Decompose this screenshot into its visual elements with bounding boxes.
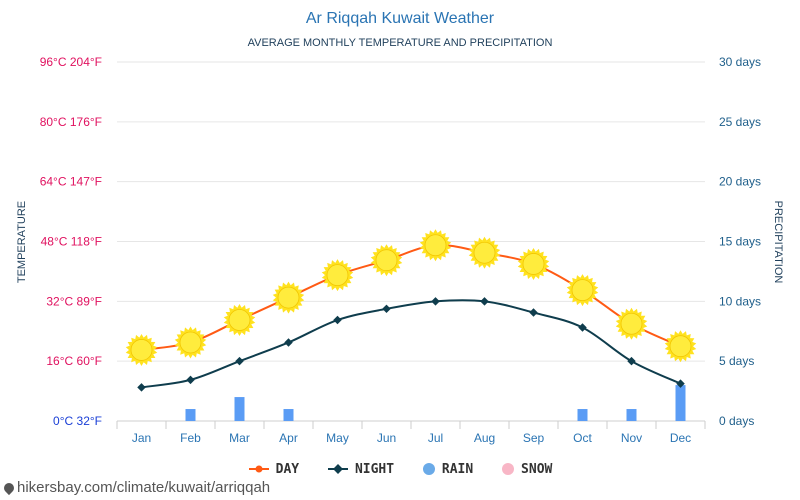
night-point xyxy=(578,323,587,332)
night-point xyxy=(137,383,146,392)
sun-icon xyxy=(664,330,697,363)
month-label: Aug xyxy=(474,431,495,445)
legend-item-day[interactable]: DAY xyxy=(248,462,299,477)
sun-icon xyxy=(468,236,501,269)
rain-bar xyxy=(234,397,245,421)
sun-icon xyxy=(370,244,403,277)
left-tick-label: 48°C 118°F xyxy=(41,235,102,249)
night-point xyxy=(382,304,391,314)
sun-icon xyxy=(321,259,354,292)
rain-bar xyxy=(577,409,588,421)
location-pin-icon xyxy=(1,480,17,496)
right-tick-label: 10 days xyxy=(719,294,761,308)
chart-legend: DAY NIGHT RAIN SNOW xyxy=(0,462,800,477)
night-point xyxy=(186,375,195,385)
month-label: Apr xyxy=(279,431,298,445)
right-tick-label: 20 days xyxy=(719,175,761,189)
day-point xyxy=(669,335,692,358)
day-point xyxy=(375,249,398,272)
right-axis-title: PRECIPITATION xyxy=(772,201,784,284)
legend-label-night: NIGHT xyxy=(354,462,395,477)
sun-icon xyxy=(272,281,305,314)
month-label: Nov xyxy=(621,431,642,445)
month-label: Jul xyxy=(428,431,443,445)
right-tick-label: 0 days xyxy=(719,414,754,428)
source-watermark[interactable]: hikersbay.com/climate/kuwait/arriqqah xyxy=(1,479,271,496)
month-label: Jun xyxy=(377,431,396,445)
left-tick-label: 64°C 147°F xyxy=(40,175,102,189)
legend-item-snow[interactable]: SNOW xyxy=(501,462,552,477)
day-point xyxy=(620,312,643,335)
sun-icon xyxy=(125,333,158,366)
rain-bar xyxy=(283,409,294,421)
left-tick-label: 0°C 32°F xyxy=(53,414,102,428)
snow-dot-icon xyxy=(502,463,515,475)
night-point xyxy=(627,356,636,366)
month-label: Sep xyxy=(523,431,545,445)
day-point xyxy=(424,234,447,257)
rain-bar xyxy=(185,409,196,421)
month-label: May xyxy=(326,431,349,445)
sun-icon xyxy=(615,307,648,340)
left-tick-label: 96°C 204°F xyxy=(40,55,102,69)
night-point xyxy=(480,297,489,306)
day-point xyxy=(473,241,496,264)
day-point xyxy=(277,286,300,309)
legend-label-rain: RAIN xyxy=(441,462,474,477)
legend-label-snow: SNOW xyxy=(521,462,553,477)
legend-item-rain[interactable]: RAIN xyxy=(422,462,473,477)
day-point xyxy=(571,279,594,302)
left-axis-title: TEMPERATURE xyxy=(16,201,28,283)
chart-title: Ar Riqqah Kuwait Weather xyxy=(306,10,495,27)
left-tick-label: 80°C 176°F xyxy=(40,115,102,129)
month-label: Oct xyxy=(573,431,592,445)
right-tick-label: 5 days xyxy=(719,354,754,368)
night-point xyxy=(676,379,685,388)
night-point xyxy=(235,356,244,366)
night-point xyxy=(333,315,342,325)
night-line-icon xyxy=(327,464,348,474)
month-label: Jan xyxy=(132,431,151,445)
right-tick-label: 30 days xyxy=(719,55,761,69)
night-point xyxy=(284,338,293,347)
source-url: hikersbay.com/climate/kuwait/arriqqah xyxy=(17,479,271,496)
day-point xyxy=(228,309,251,331)
day-point xyxy=(326,264,349,287)
sun-icon xyxy=(517,247,550,280)
day-point xyxy=(522,253,545,275)
night-series-line xyxy=(141,299,681,389)
chart-subtitle: AVERAGE MONTHLY TEMPERATURE AND PRECIPIT… xyxy=(248,37,553,49)
day-series-line xyxy=(141,244,681,351)
left-tick-label: 32°C 89°F xyxy=(46,294,102,308)
right-tick-label: 25 days xyxy=(719,115,761,129)
sun-icon xyxy=(566,274,599,307)
rain-bar xyxy=(626,409,637,421)
month-label: Dec xyxy=(670,431,691,445)
sun-icon xyxy=(223,304,256,337)
rain-bar xyxy=(675,385,686,421)
day-line-icon xyxy=(248,465,269,473)
sun-icon xyxy=(419,229,452,262)
rain-dot-icon xyxy=(422,463,435,475)
left-tick-label: 16°C 60°F xyxy=(46,354,102,368)
day-point xyxy=(130,339,153,361)
legend-item-night[interactable]: NIGHT xyxy=(327,462,394,477)
night-point xyxy=(431,297,440,306)
right-tick-label: 15 days xyxy=(719,235,761,249)
sun-icon xyxy=(174,326,207,359)
night-point xyxy=(529,308,538,317)
month-label: Mar xyxy=(229,431,250,445)
month-label: Feb xyxy=(180,431,201,445)
day-point xyxy=(179,331,202,354)
legend-label-day: DAY xyxy=(275,462,300,477)
